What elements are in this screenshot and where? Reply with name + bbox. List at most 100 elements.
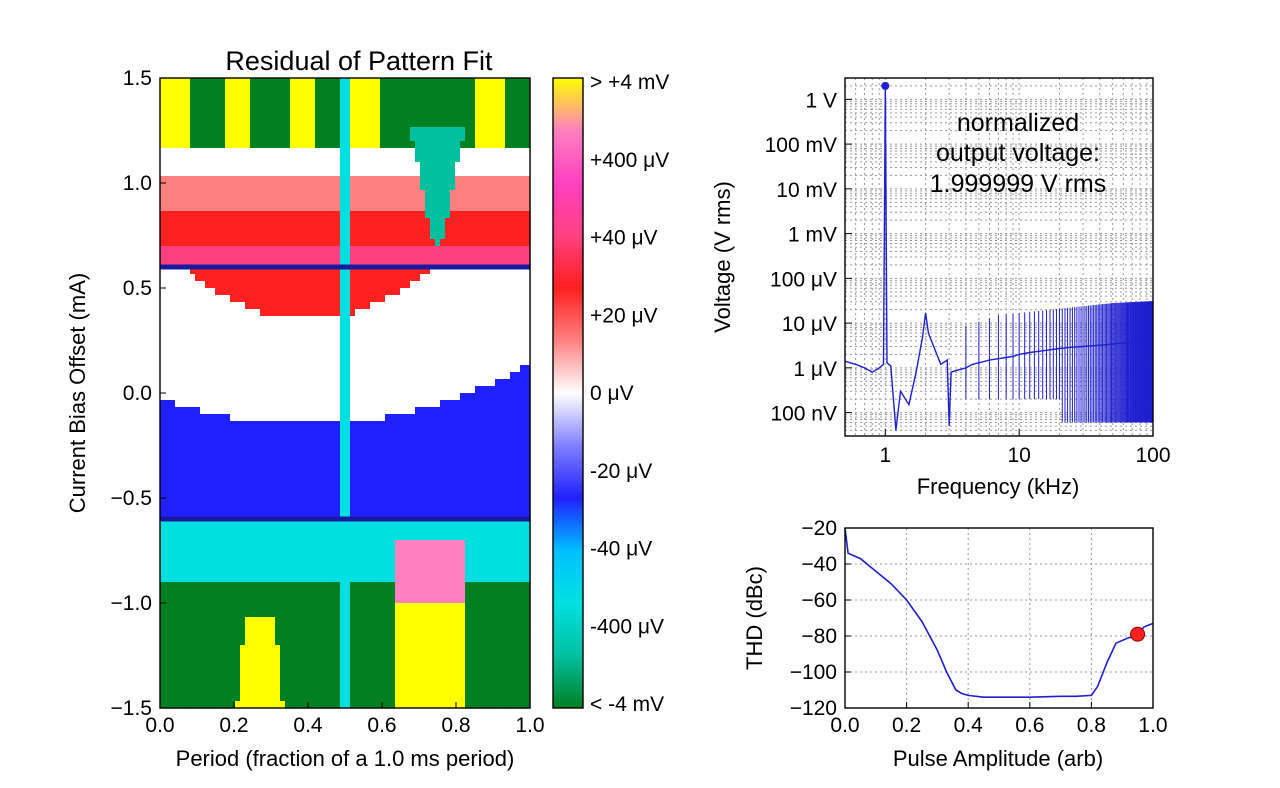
heatmap-cell [375, 624, 381, 632]
heatmap-cell [170, 673, 176, 681]
heatmap-cell [315, 526, 321, 534]
heatmap-cell [365, 260, 371, 268]
heatmap-cell [295, 442, 301, 450]
heatmap-cell [305, 512, 311, 520]
heatmap-cell [435, 295, 441, 303]
heatmap-cell [385, 183, 391, 191]
heatmap-cell [345, 218, 351, 226]
heatmap-cell [290, 701, 296, 709]
heatmap-cell [190, 253, 196, 261]
heatmap-cell [230, 505, 236, 513]
heatmap-cell [430, 512, 436, 520]
heatmap-cell [425, 176, 431, 184]
heatmap-cell [340, 92, 346, 100]
heatmap-cell [380, 372, 386, 380]
heatmap-cell [325, 449, 331, 457]
heatmap-cell [365, 309, 371, 317]
heatmap-cell [175, 365, 181, 373]
heatmap-cell [375, 659, 381, 667]
heatmap-cell [315, 386, 321, 394]
heatmap-cell [350, 463, 356, 471]
heatmap-cell [420, 99, 426, 107]
heatmap-cell [185, 624, 191, 632]
heatmap-cell [255, 190, 261, 198]
heatmap-cell [185, 666, 191, 674]
heatmap-cell [270, 519, 276, 527]
heatmap-cell [340, 477, 346, 485]
heatmap-cell [370, 505, 376, 513]
heatmap-cell [290, 561, 296, 569]
heatmap-cell [245, 267, 251, 275]
heatmap-cell [230, 575, 236, 583]
heatmap-cell [275, 246, 281, 254]
heatmap-cell [405, 253, 411, 261]
heatmap-cell [235, 92, 241, 100]
heatmap-cell [280, 316, 286, 324]
heatmap-cell [285, 463, 291, 471]
heatmap-cell [390, 190, 396, 198]
heatmap-cell [340, 127, 346, 135]
heatmap-cell [300, 617, 306, 625]
heatmap-cell [335, 113, 341, 121]
heatmap-cell [350, 554, 356, 562]
heatmap-cell [210, 169, 216, 177]
heatmap-cell [355, 330, 361, 338]
heatmap-cell [375, 393, 381, 401]
heatmap-cell [385, 610, 391, 618]
heatmap-cell [175, 330, 181, 338]
heatmap-cell [350, 379, 356, 387]
heatmap-cell [250, 351, 256, 359]
heatmap-cell [385, 379, 391, 387]
heatmap-cell [210, 246, 216, 254]
heatmap-cell [165, 232, 171, 240]
heatmap-cell [215, 533, 221, 541]
heatmap-cell [285, 582, 291, 590]
heatmap-cell [430, 99, 436, 107]
heatmap-cell [330, 652, 336, 660]
heatmap-cell [390, 505, 396, 513]
heatmap-cell [325, 687, 331, 695]
heatmap-cell [270, 162, 276, 170]
heatmap-cell [360, 519, 366, 527]
heatmap-cell [415, 505, 421, 513]
heatmap-cell [280, 596, 286, 604]
heatmap-cell [345, 246, 351, 254]
heatmap-cell [300, 99, 306, 107]
heatmap-cell [425, 99, 431, 107]
heatmap-cell [165, 162, 171, 170]
heatmap-cell [435, 393, 441, 401]
heatmap-cell [420, 540, 426, 548]
heatmap-cell [315, 575, 321, 583]
heatmap-cell [240, 491, 246, 499]
heatmap-cell [200, 99, 206, 107]
heatmap-cell [295, 428, 301, 436]
heatmap-cell [240, 673, 246, 681]
heatmap-cell [195, 85, 201, 93]
heatmap-cell [205, 225, 211, 233]
heatmap-cell [290, 127, 296, 135]
heatmap-cell [185, 197, 191, 205]
heatmap-cell [420, 337, 426, 345]
heatmap-cell [370, 624, 376, 632]
heatmap-cell [165, 575, 171, 583]
heatmap-cell [400, 680, 406, 688]
heatmap-cell [205, 589, 211, 597]
heatmap-cell [205, 134, 211, 142]
heatmap-cell [355, 113, 361, 121]
heatmap-cell [395, 652, 401, 660]
heatmap-cell [370, 267, 376, 275]
heatmap-cell [435, 183, 441, 191]
heatmap-cell [320, 442, 326, 450]
heatmap-cell [275, 519, 281, 527]
heatmap-cell [420, 673, 426, 681]
heatmap-cell [345, 631, 351, 639]
heatmap-cell [230, 638, 236, 646]
heatmap-cell [380, 680, 386, 688]
heatmap-cell [325, 253, 331, 261]
heatmap-cell [245, 456, 251, 464]
heatmap-cell [350, 225, 356, 233]
heatmap-cell [360, 435, 366, 443]
heatmap-cell [200, 491, 206, 499]
heatmap-cell [280, 337, 286, 345]
heatmap-cell [185, 505, 191, 513]
